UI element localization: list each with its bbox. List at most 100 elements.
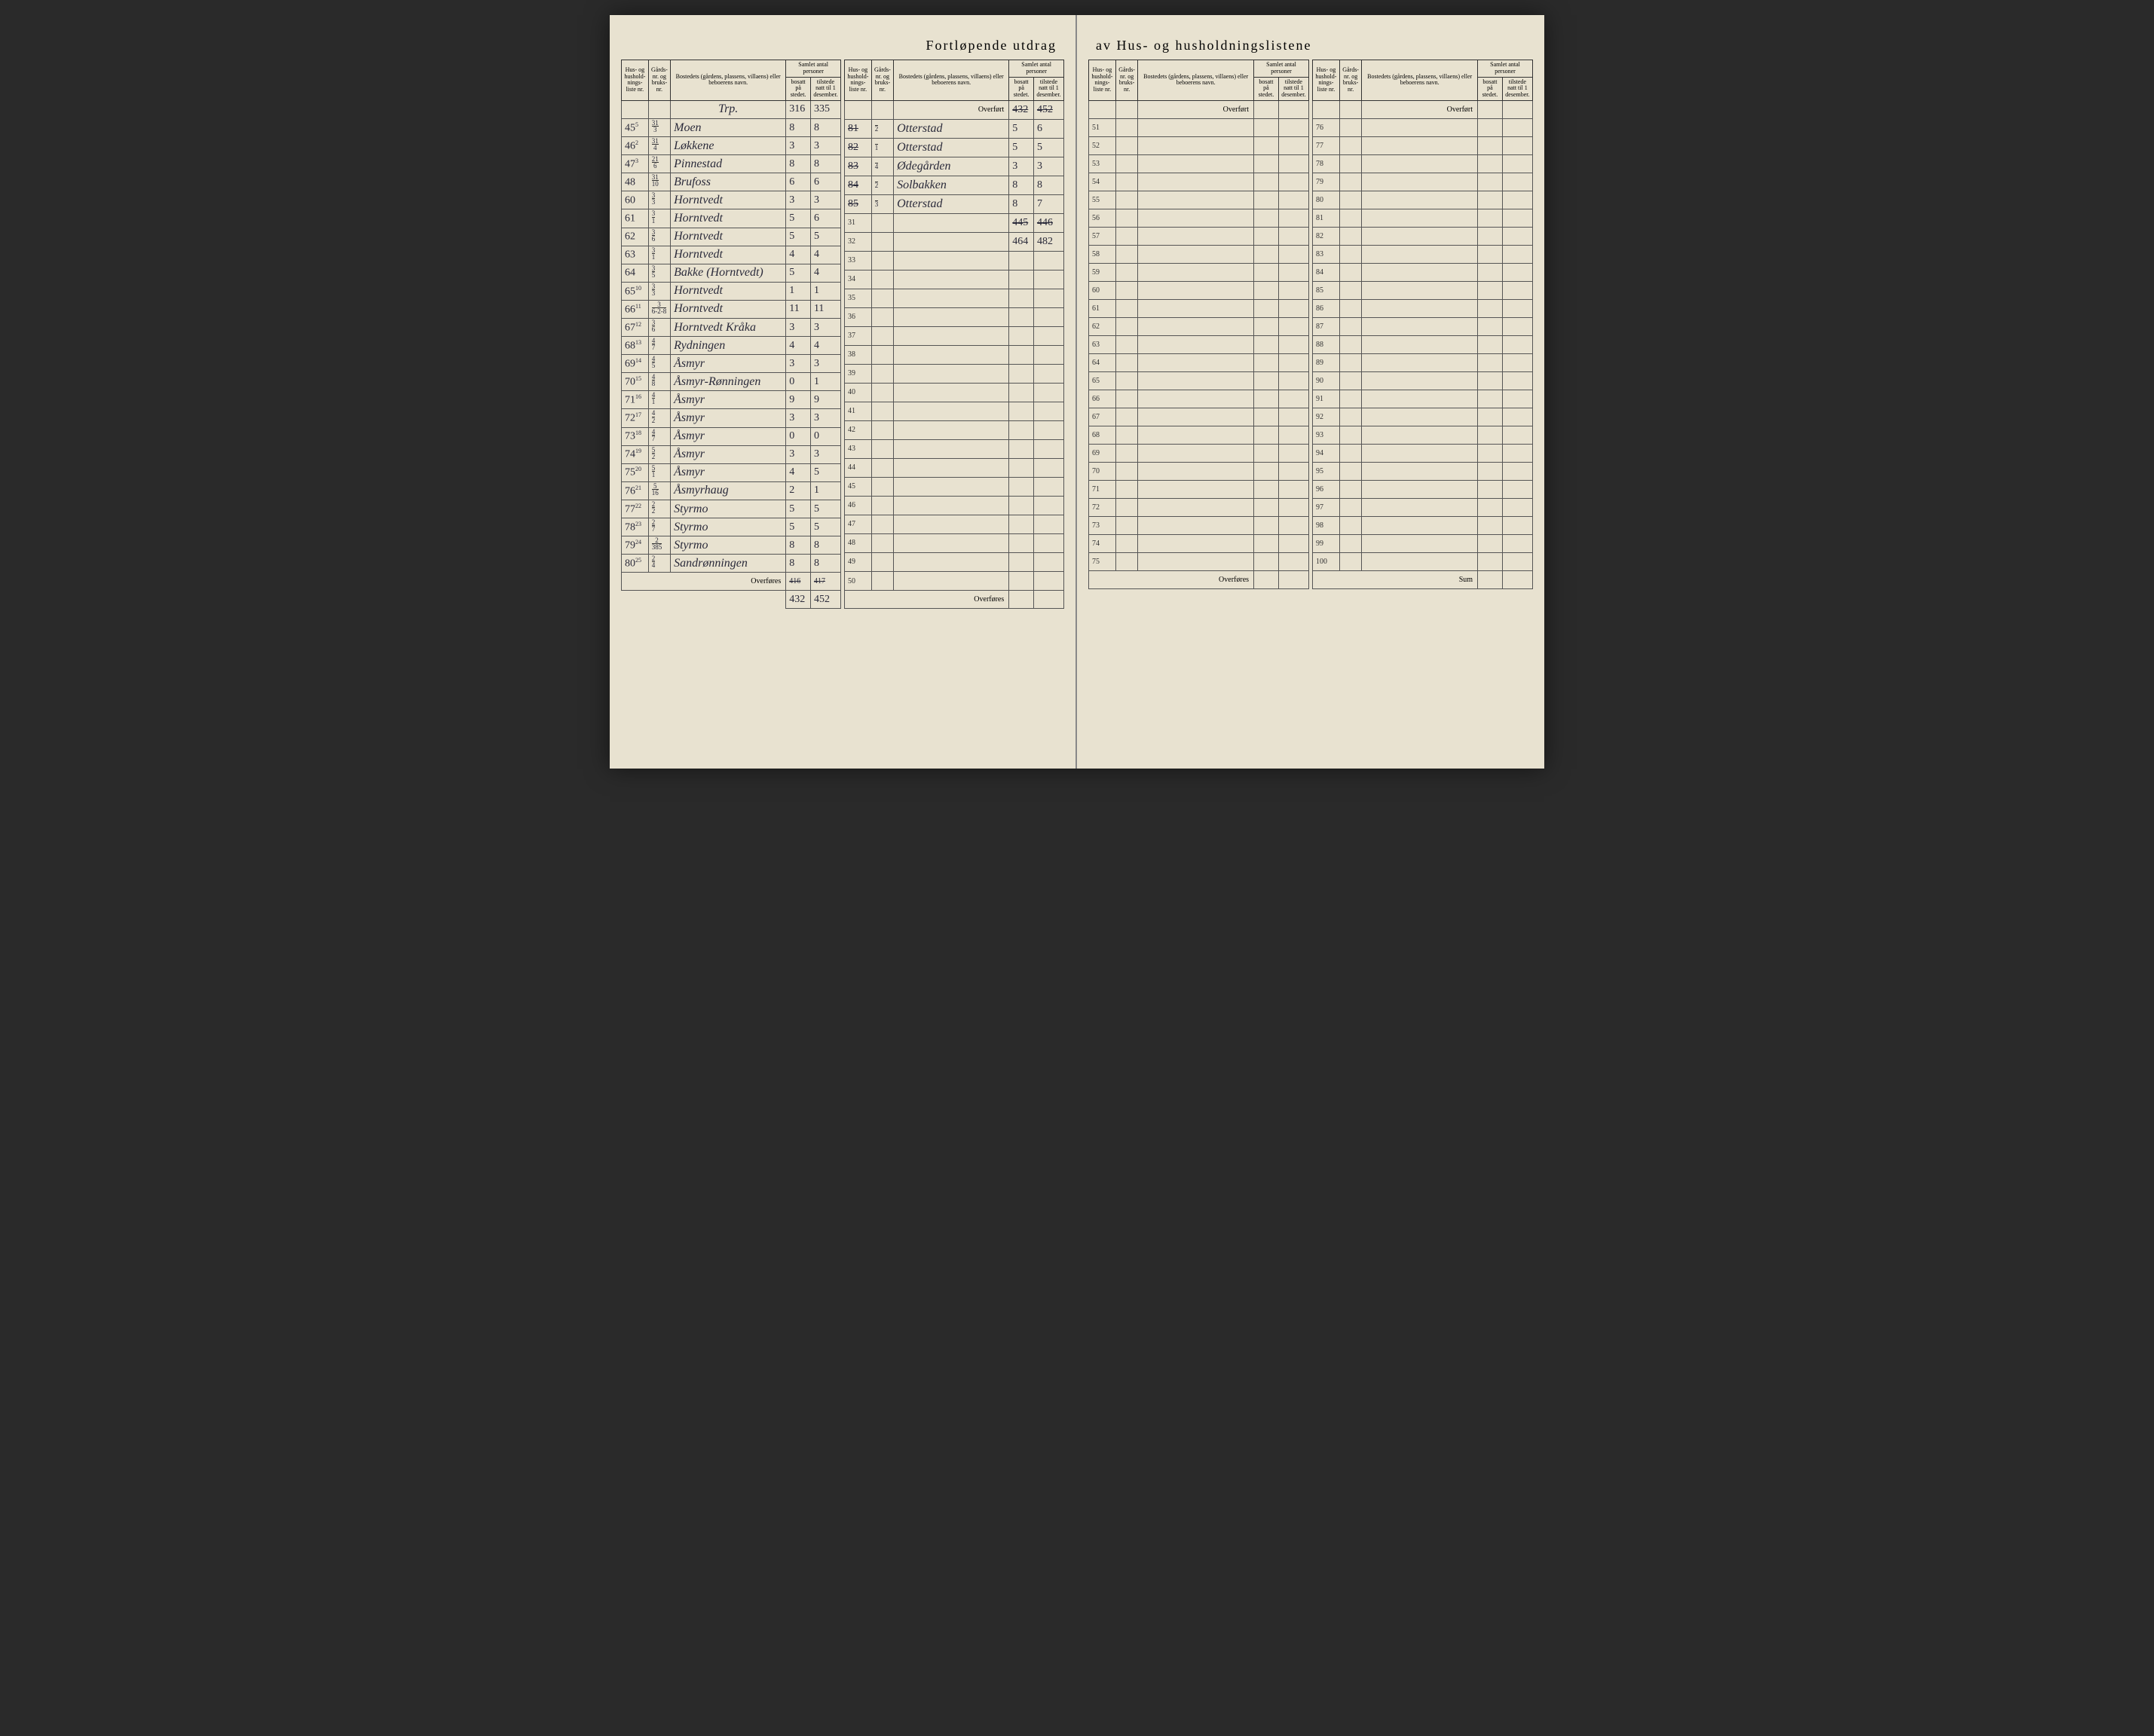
trp-label: Trp. <box>671 100 786 118</box>
cell-liste: 56 <box>1089 209 1116 227</box>
cell-tilstede: 5 <box>810 500 840 518</box>
cell-liste: 65 <box>1089 371 1116 390</box>
cell-liste: 74 <box>1089 534 1116 552</box>
table-row-empty: 55 <box>1089 191 1309 209</box>
cell-bosatt: 8 <box>1009 176 1034 194</box>
cell-liste: 60 <box>1089 281 1116 299</box>
table-row-empty: 47 <box>845 515 1064 533</box>
cell-gard: 47 <box>648 427 670 445</box>
table-row-empty: 78 <box>1313 154 1533 173</box>
cell-liste: 7520 <box>622 463 649 481</box>
cell-bosatt: 8 <box>786 536 811 555</box>
subtotal-row: 32464482 <box>845 232 1064 251</box>
page-left: Fortløpende utdrag Hus- og hushold-nings… <box>610 15 1077 769</box>
table-row-empty: 63 <box>1089 335 1309 353</box>
overfores-row: Overføres <box>1089 570 1309 588</box>
cell-liste: 81 <box>845 119 872 138</box>
cell-liste: 42 <box>845 420 872 439</box>
table-row-empty: 61 <box>1089 299 1309 317</box>
cell-liste: 7924 <box>622 536 649 555</box>
cell-liste: 64 <box>1089 353 1116 371</box>
cell-bosted: Åsmyr <box>671 445 786 463</box>
table-row: 681347Rydningen44 <box>622 337 841 355</box>
table-row-empty: 70 <box>1089 462 1309 480</box>
cell-bosted: Horntvedt <box>671 209 786 228</box>
overfores-label: Overføres <box>1089 570 1254 588</box>
cell-liste: 64 <box>622 264 649 282</box>
ledger-left-col2: Hus- og hushold-nings-liste nr. Gårds-nr… <box>844 60 1064 609</box>
cell-tilstede: 5 <box>1033 138 1063 157</box>
cell-liste: 7318 <box>622 427 649 445</box>
cell-liste: 49 <box>845 552 872 571</box>
cell-bosatt: 3 <box>1009 157 1034 176</box>
cell-liste: 78 <box>1313 154 1340 173</box>
cell-gard: 47 <box>648 337 670 355</box>
cell-bosatt: 1 <box>786 282 811 300</box>
cell-liste: 55 <box>1089 191 1116 209</box>
cell-tilstede: 9 <box>810 391 840 409</box>
table-row-empty: 58 <box>1089 245 1309 263</box>
cell-gard: 1 <box>871 138 893 157</box>
table-body: Overført 432 452 812Otterstad56821Otters… <box>845 100 1064 590</box>
cell-tilstede: 4 <box>810 264 840 282</box>
cell-gard: 314 <box>648 137 670 155</box>
table-row-empty: 66 <box>1089 390 1309 408</box>
cell-gard: 31 <box>648 209 670 228</box>
trp-bosatt: 316 <box>786 100 811 118</box>
table-row: 6331Horntvedt44 <box>622 246 841 264</box>
table-row: 6131Horntvedt56 <box>622 209 841 228</box>
table-row: 842Solbakken88 <box>845 176 1064 194</box>
table-row-empty: 91 <box>1313 390 1533 408</box>
cell-liste: 7823 <box>622 518 649 536</box>
cell-bosted: Åsmyr <box>671 463 786 481</box>
table-row-empty: 64 <box>1089 353 1309 371</box>
cell-liste: 98 <box>1313 516 1340 534</box>
overfores-row: Overføres 416 417 <box>622 573 841 591</box>
cell-bosatt: 3 <box>786 191 811 209</box>
overfort-row: Overført 432 452 <box>845 100 1064 119</box>
cell-gard: 51 <box>648 463 670 481</box>
table-row-empty: 86 <box>1313 299 1533 317</box>
cell-liste: 35 <box>845 289 872 307</box>
hdr-samlet: Samlet antal personer <box>1254 60 1309 78</box>
cell-gard: 33 <box>648 191 670 209</box>
table-row: 731847Åsmyr00 <box>622 427 841 445</box>
cell-liste: 72 <box>1089 498 1116 516</box>
cell-bosatt: 3 <box>786 355 811 373</box>
cell-liste: 44 <box>845 458 872 477</box>
table-row-empty: 74 <box>1089 534 1309 552</box>
cell-bosted: Åsmyr <box>671 409 786 427</box>
hdr-samlet: Samlet antal personer <box>1478 60 1533 78</box>
hdr-samlet: Samlet antal personer <box>1009 60 1064 78</box>
cell-bosted: Otterstad <box>894 119 1009 138</box>
table-row-empty: 43 <box>845 439 1064 458</box>
table-row: 6236Horntvedt55 <box>622 228 841 246</box>
cell-liste: 40 <box>845 383 872 402</box>
cell-gard: 52 <box>648 445 670 463</box>
table-row-empty: 87 <box>1313 317 1533 335</box>
cell-liste: 90 <box>1313 371 1340 390</box>
cell-bosatt: 0 <box>786 373 811 391</box>
cell-bosted: Horntvedt <box>671 282 786 300</box>
table-row: 671236Horntvedt Kråka33 <box>622 319 841 337</box>
table-row-empty: 98 <box>1313 516 1533 534</box>
table-row: 651033Horntvedt11 <box>622 282 841 300</box>
table-row-empty: 73 <box>1089 516 1309 534</box>
cell-bosatt: 5 <box>786 209 811 228</box>
table-row-empty: 44 <box>845 458 1064 477</box>
table-row: 821Otterstad55 <box>845 138 1064 157</box>
cell-liste: 63 <box>622 246 649 264</box>
table-row-empty: 71 <box>1089 480 1309 498</box>
cell-bosted: Brufoss <box>671 173 786 191</box>
cell-liste: 473 <box>622 155 649 173</box>
table-row-empty: 75 <box>1089 552 1309 570</box>
cell-liste: 61 <box>622 209 649 228</box>
hdr-liste: Hus- og hushold-nings-liste nr. <box>845 60 872 101</box>
cell-bosatt: 0 <box>786 427 811 445</box>
cell-gard: 48 <box>648 373 670 391</box>
cell-bosted: Åsmyr <box>671 391 786 409</box>
table-row-empty: 82 <box>1313 227 1533 245</box>
cell-liste: 77 <box>1313 136 1340 154</box>
cell-liste: 82 <box>1313 227 1340 245</box>
hdr-gard: Gårds-nr. og bruks-nr. <box>871 60 893 101</box>
